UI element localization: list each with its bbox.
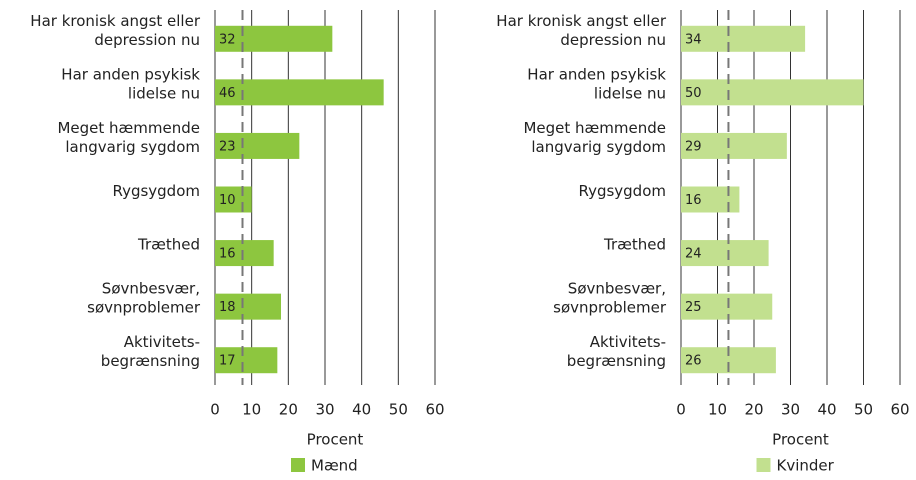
value-label: 17	[219, 354, 236, 369]
value-label: 23	[219, 139, 236, 154]
bar	[215, 347, 278, 374]
bar	[215, 79, 384, 106]
value-label: 24	[685, 247, 702, 262]
y-tick-label: Har anden psykisk	[527, 65, 666, 83]
y-tick-label: Rygsygdom	[112, 182, 200, 200]
bar	[681, 79, 864, 106]
y-tick-label: Træthed	[137, 236, 200, 254]
x-tick-label: 0	[210, 401, 220, 419]
x-tick-label: 50	[854, 401, 873, 419]
value-label: 16	[219, 247, 236, 262]
y-tick-label: Meget hæmmende	[57, 119, 200, 137]
y-tick-label: depression nu	[94, 31, 200, 49]
bar	[215, 186, 252, 213]
y-tick-label: Har kronisk angst eller	[496, 12, 667, 30]
x-tick-label: 40	[352, 401, 371, 419]
x-axis-label: Procent	[307, 431, 364, 449]
x-tick-label: 40	[817, 401, 836, 419]
x-tick-label: 60	[890, 401, 909, 419]
y-tick-label: Meget hæmmende	[523, 119, 666, 137]
y-tick-label: søvnproblemer	[553, 299, 667, 317]
value-label: 29	[685, 139, 702, 154]
bar	[681, 25, 806, 52]
value-label: 10	[219, 193, 236, 208]
value-label: 25	[685, 300, 702, 315]
x-tick-label: 10	[242, 401, 261, 419]
y-tick-label: langvarig sygdom	[531, 138, 666, 156]
y-tick-label: lidelse nu	[594, 84, 666, 102]
y-tick-label: lidelse nu	[128, 84, 200, 102]
x-tick-label: 60	[425, 401, 444, 419]
value-label: 50	[685, 86, 702, 101]
bar	[681, 240, 769, 267]
bar	[215, 240, 274, 267]
x-tick-label: 50	[389, 401, 408, 419]
y-tick-label: langvarig sygdom	[65, 138, 200, 156]
y-tick-label: depression nu	[560, 31, 666, 49]
legend-label: Mænd	[311, 457, 358, 475]
x-tick-label: 20	[279, 401, 298, 419]
legend-label: Kvinder	[777, 457, 835, 475]
y-tick-label: Træthed	[603, 236, 666, 254]
legend-swatch	[756, 458, 771, 472]
bar	[681, 132, 787, 159]
value-label: 46	[219, 86, 236, 101]
bar	[681, 186, 740, 213]
bar	[215, 25, 333, 52]
x-tick-label: 20	[744, 401, 763, 419]
x-tick-label: 10	[708, 401, 727, 419]
x-tick-label: 0	[676, 401, 686, 419]
y-tick-label: Rygsygdom	[578, 182, 666, 200]
y-tick-label: Har anden psykisk	[61, 65, 200, 83]
x-axis-label: Procent	[772, 431, 829, 449]
y-tick-label: Aktivitets-	[124, 333, 200, 351]
y-tick-label: Søvnbesvær,	[102, 280, 200, 298]
y-tick-label: Aktivitets-	[590, 333, 666, 351]
x-tick-label: 30	[781, 401, 800, 419]
value-label: 26	[685, 354, 702, 369]
y-tick-label: Har kronisk angst eller	[30, 12, 201, 30]
value-label: 18	[219, 300, 236, 315]
y-tick-label: begrænsning	[567, 352, 666, 370]
value-label: 32	[219, 32, 236, 47]
value-label: 16	[685, 193, 702, 208]
legend-swatch	[291, 458, 305, 472]
bar	[215, 293, 281, 320]
bar	[681, 293, 773, 320]
y-tick-label: Søvnbesvær,	[568, 280, 666, 298]
value-label: 34	[685, 32, 702, 47]
y-tick-label: søvnproblemer	[87, 299, 201, 317]
y-tick-label: begrænsning	[101, 352, 200, 370]
bar	[215, 132, 300, 159]
x-tick-label: 30	[315, 401, 334, 419]
